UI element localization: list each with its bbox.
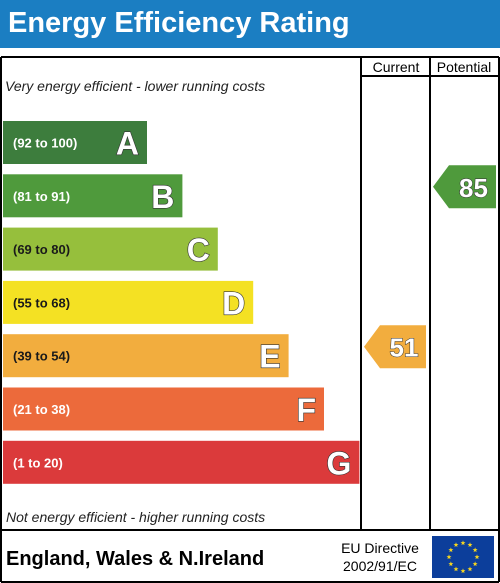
band-range-label: (92 to 100)	[13, 136, 77, 151]
potential-rating-arrow	[433, 165, 496, 209]
band-bar-d	[3, 280, 254, 324]
eu-star-icon	[460, 568, 466, 574]
band-e: (39 to 54) E	[3, 334, 289, 378]
current-rating-value: 51	[390, 333, 419, 363]
potential-rating-value: 85	[459, 173, 488, 203]
current-rating-arrow	[364, 325, 426, 369]
band-bar-f	[3, 387, 324, 431]
band-range-label: (69 to 80)	[13, 242, 70, 257]
band-bar-g	[3, 440, 360, 484]
band-range-label: (55 to 68)	[13, 295, 70, 310]
top-note: Very energy efficient - lower running co…	[5, 78, 265, 94]
page-title: Energy Efficiency Rating	[8, 7, 350, 39]
eu-star-icon	[467, 566, 473, 572]
band-letter: F	[296, 392, 316, 428]
rating-indicators: 51 85	[364, 165, 496, 369]
band-bar-c	[3, 227, 218, 271]
bottom-note: Not energy efficient - higher running co…	[6, 509, 265, 525]
footer-directive-line2: 2002/91/EC	[343, 558, 417, 574]
band-range-label: (39 to 54)	[13, 349, 70, 364]
eu-star-icon	[448, 561, 454, 567]
band-g: (1 to 20) G	[3, 440, 360, 484]
potential-rating: 85	[433, 165, 496, 209]
chart-grid	[0, 56, 500, 583]
band-c: (69 to 80) C	[3, 227, 218, 271]
footer-directive-line1: EU Directive	[341, 540, 419, 556]
band-f: (21 to 38) F	[3, 387, 324, 431]
eu-star-icon	[460, 540, 466, 546]
band-range-label: (21 to 38)	[13, 402, 70, 417]
eu-star-icon	[453, 542, 459, 547]
eu-star-icon	[453, 566, 459, 572]
band-range-label: (1 to 20)	[13, 455, 63, 470]
eu-star-icon	[472, 561, 478, 567]
energy-rating-chart: Current Potential Very energy efficient …	[0, 56, 500, 583]
band-a: (92 to 100) A	[3, 121, 147, 164]
eu-star-icon	[446, 554, 452, 560]
eu-star-icon	[448, 547, 454, 553]
band-letter: C	[187, 232, 210, 268]
eu-star-icon	[472, 547, 478, 553]
current-rating: 51	[364, 325, 426, 369]
eu-flag-icon	[432, 536, 494, 578]
band-d: (55 to 68) D	[3, 280, 254, 324]
eu-star-icon	[467, 542, 473, 547]
band-letter: B	[151, 179, 174, 215]
rating-bands: (92 to 100) A (81 to 91) B (69 to 80) C (55 to…	[3, 121, 360, 484]
band-range-label: (81 to 91)	[13, 189, 70, 204]
band-letter: E	[259, 339, 280, 375]
title-bar: Energy Efficiency Rating	[0, 0, 500, 48]
band-letter: D	[222, 285, 245, 321]
eu-star-icon	[474, 554, 480, 560]
band-bar-a	[3, 121, 147, 164]
band-b: (81 to 91) B	[3, 174, 183, 218]
footer-region: England, Wales & N.Ireland	[6, 548, 264, 570]
band-letter: G	[327, 445, 352, 481]
current-column-header: Current	[373, 59, 420, 75]
band-letter: A	[116, 126, 139, 162]
band-bar-b	[3, 174, 183, 218]
potential-column-header: Potential	[437, 59, 491, 75]
band-bar-e	[3, 334, 289, 378]
